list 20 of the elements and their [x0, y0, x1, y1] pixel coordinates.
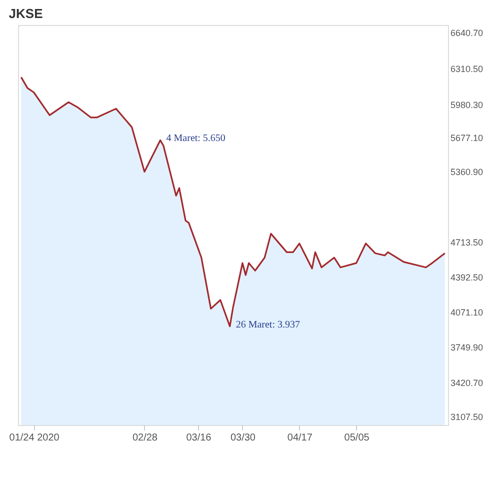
y-tick-label: 5677.10 — [450, 132, 484, 143]
y-tick-label: 5360.90 — [450, 167, 484, 178]
y-tick-label: 3749.90 — [450, 342, 484, 352]
x-tick-label: 01/24 2020 — [9, 432, 60, 444]
y-tick-label: 3107.50 — [450, 412, 484, 422]
chart-title: JKSE — [8, 6, 44, 21]
y-tick-label: 4392.50 — [450, 272, 484, 282]
x-tick-label: 05/05 — [344, 432, 370, 444]
x-tick-label: 04/17 — [287, 432, 313, 444]
annotation: 26 Maret: 3.937 — [236, 319, 300, 330]
x-tick-label: 03/16 — [186, 432, 212, 444]
y-tick-label: 6310.50 — [450, 64, 484, 74]
y-tick-label: 3420.70 — [450, 378, 484, 388]
y-tick-label: 6640.70 — [450, 28, 484, 38]
annotation: 4 Maret: 5.650 — [166, 133, 226, 144]
y-tick-label: 4071.10 — [450, 307, 484, 318]
x-tick-label: 02/28 — [132, 432, 158, 444]
y-tick-label: 5980.30 — [450, 100, 484, 110]
y-tick-label: 4713.50 — [450, 238, 484, 248]
x-tick-label: 03/30 — [230, 432, 256, 444]
